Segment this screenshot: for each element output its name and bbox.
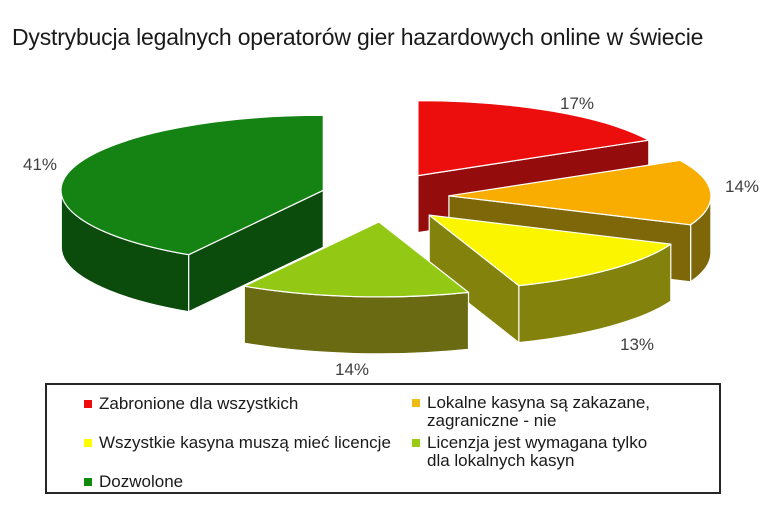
- legend-swatch-lightgreen: [412, 439, 420, 447]
- pie-local-banned-foreign-ok-top: [448, 159, 712, 226]
- legend-item-allowed: Dozwolone: [84, 473, 391, 491]
- slice-percent-label-license-local: 14%: [335, 360, 369, 379]
- chart-legend: Zabronione dla wszystkich Wszystkie kasy…: [45, 383, 721, 494]
- chart-title: Dystrybucja legalnych operatorów gier ha…: [12, 24, 704, 50]
- legend-label: Lokalne kasyna są zakazane, zagraniczne …: [427, 393, 651, 430]
- legend-label: Licenzja jest wymagana tylko dla lokalny…: [427, 433, 648, 470]
- legend-item-banned: Zabronione dla wszystkich: [84, 395, 391, 413]
- legend-label: Zabronione dla wszystkich: [99, 394, 299, 413]
- slice-percent-label-need-license: 13%: [620, 335, 654, 354]
- legend-swatch-red: [84, 400, 92, 408]
- legend-swatch-red-icon: [84, 400, 92, 408]
- legend-column-1: Zabronione dla wszystkich Wszystkie kasy…: [84, 385, 391, 512]
- legend-label: Dozwolone: [99, 472, 184, 491]
- slice-percent-label-local-banned: 14%: [725, 177, 759, 196]
- legend-swatch-yellow: [84, 439, 92, 447]
- pie-slices: [60, 100, 712, 355]
- legend-item-need-license: Wszystkie kasyna muszą mieć licencje: [84, 434, 391, 452]
- legend-swatch-lightgreen-icon: [412, 439, 420, 447]
- pie-license-local-only-top: [243, 221, 470, 298]
- legend-item-local-banned: Lokalne kasyna są zakazane, zagraniczne …: [412, 394, 650, 430]
- legend-swatch-green-icon: [84, 478, 92, 486]
- pie-allowed-top: [60, 114, 324, 256]
- legend-swatch-green: [84, 478, 92, 486]
- legend-label: Wszystkie kasyna muszą mieć licencje: [99, 433, 391, 452]
- slice-percent-label-allowed: 41%: [23, 155, 57, 174]
- pie-all-need-license-top: [428, 214, 672, 287]
- legend-item-license-local: Licenzja jest wymagana tylko dla lokalny…: [412, 434, 650, 470]
- slice-percent-label-banned: 17%: [560, 94, 594, 113]
- pie-banned-for-all-top: [417, 100, 650, 177]
- legend-swatch-gold: [412, 399, 420, 407]
- legend-column-2: Lokalne kasyna są zakazane, zagraniczne …: [412, 385, 650, 474]
- legend-swatch-yellow-icon: [84, 439, 92, 447]
- legend-swatch-gold-icon: [412, 399, 420, 407]
